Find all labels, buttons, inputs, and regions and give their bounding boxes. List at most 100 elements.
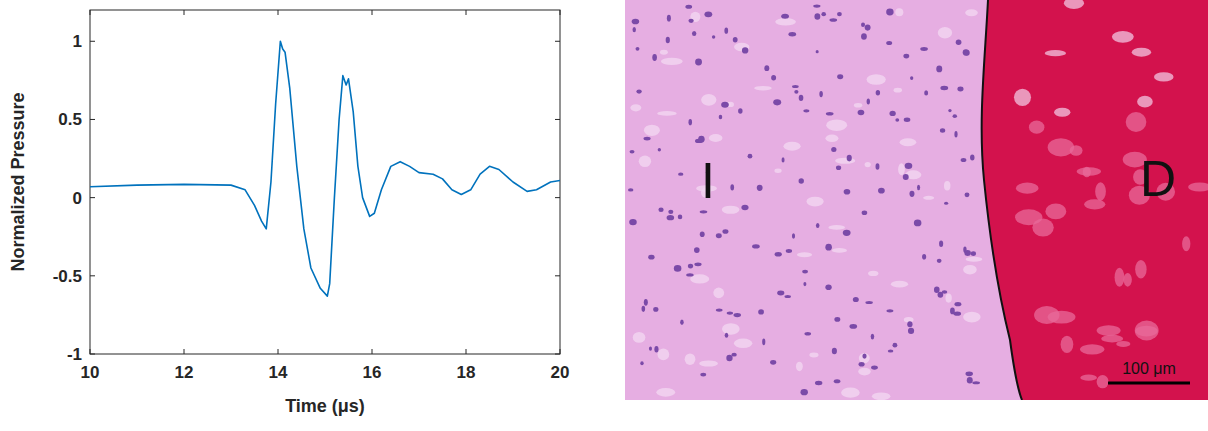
y-tick xyxy=(555,197,560,198)
tissue-texture xyxy=(783,142,800,151)
nucleus xyxy=(849,324,857,329)
nucleus xyxy=(865,301,872,304)
nucleus xyxy=(861,33,867,39)
tissue-texture xyxy=(1123,273,1131,287)
nucleus xyxy=(658,148,661,152)
nucleus xyxy=(904,117,911,121)
tissue-texture xyxy=(722,206,740,214)
scale-bar xyxy=(1108,382,1190,385)
boundary-line xyxy=(982,0,1022,400)
tissue-texture xyxy=(639,156,651,167)
tissue-texture xyxy=(1080,374,1097,380)
nucleus xyxy=(837,74,843,79)
x-tick-label: 20 xyxy=(551,363,570,382)
nucleus xyxy=(844,189,851,195)
nucleus xyxy=(757,185,763,191)
region-label: I xyxy=(701,153,715,209)
x-tick xyxy=(184,349,185,354)
tissue-texture xyxy=(1116,341,1130,347)
x-tick-label: 14 xyxy=(269,363,288,382)
y-tick xyxy=(90,354,95,355)
nucleus xyxy=(636,47,640,51)
nucleus xyxy=(909,191,914,197)
nucleus xyxy=(853,297,859,302)
nucleus xyxy=(731,353,736,357)
tissue-texture xyxy=(1083,167,1091,178)
micrograph xyxy=(625,0,1208,400)
nucleus xyxy=(692,31,696,36)
tissue-texture xyxy=(1132,48,1151,57)
nucleus xyxy=(781,14,789,19)
nucleus xyxy=(940,128,945,133)
x-axis-title: Time (μs) xyxy=(285,396,365,416)
nucleus xyxy=(888,349,894,352)
region-label: D xyxy=(1140,151,1176,207)
nucleus xyxy=(658,208,663,212)
nucleus xyxy=(858,110,865,115)
y-tick xyxy=(555,275,560,276)
tissue-texture xyxy=(754,86,772,90)
tissue-texture xyxy=(774,169,781,173)
tissue-texture xyxy=(832,248,847,253)
nucleus xyxy=(940,86,948,91)
tissue-texture xyxy=(658,348,670,360)
tissue-background xyxy=(625,0,1208,400)
nucleus xyxy=(957,87,963,92)
tissue-texture xyxy=(1014,89,1031,106)
nucleus xyxy=(905,163,913,169)
tissue-texture xyxy=(1070,145,1083,156)
nucleus xyxy=(814,13,820,20)
tissue-texture xyxy=(1154,72,1174,81)
nucleus xyxy=(712,35,715,39)
nucleus xyxy=(694,247,700,253)
nucleus xyxy=(938,292,944,298)
nucleus xyxy=(825,284,831,290)
nucleus xyxy=(956,39,962,45)
nucleus xyxy=(630,150,635,153)
y-tick xyxy=(555,119,560,120)
nucleus xyxy=(821,12,826,16)
nucleus xyxy=(799,178,804,184)
tissue-texture xyxy=(1188,182,1208,191)
y-tick xyxy=(90,41,95,42)
nucleus xyxy=(667,15,671,22)
nucleus xyxy=(632,19,639,25)
nucleus xyxy=(886,9,893,16)
damaged-region xyxy=(982,0,1208,400)
nucleus xyxy=(704,11,712,17)
nucleus xyxy=(688,264,693,269)
nucleus xyxy=(752,244,760,248)
tissue-texture xyxy=(633,332,646,343)
nucleus xyxy=(963,49,969,55)
nucleus xyxy=(800,389,807,395)
nucleus xyxy=(825,244,832,251)
nucleus xyxy=(832,348,837,355)
nucleus xyxy=(741,205,748,210)
tissue-texture xyxy=(699,360,718,366)
tissue-texture xyxy=(944,181,951,190)
tissue-texture xyxy=(734,339,752,349)
x-tick xyxy=(278,10,279,15)
tissue-texture xyxy=(1084,199,1105,209)
nucleus xyxy=(721,102,729,108)
nucleus xyxy=(724,28,728,34)
pressure-line xyxy=(90,41,560,296)
nucleus xyxy=(843,230,851,236)
y-tick-label: -1 xyxy=(67,345,82,364)
x-tick xyxy=(372,10,373,15)
y-tick-label: -0.5 xyxy=(53,267,82,286)
nucleus xyxy=(934,287,940,294)
y-tick xyxy=(555,41,560,42)
tissue-texture xyxy=(1048,138,1074,156)
nucleus xyxy=(803,282,806,286)
nucleus xyxy=(859,362,865,367)
tissue-texture xyxy=(1045,50,1066,56)
tissue-texture xyxy=(854,103,862,108)
tissue-texture xyxy=(1115,268,1125,287)
nucleus xyxy=(816,50,819,53)
nucleus xyxy=(782,157,785,162)
nucleus xyxy=(816,223,820,228)
tissue-texture xyxy=(867,74,886,85)
nucleus xyxy=(910,76,913,80)
nucleus xyxy=(967,377,973,384)
